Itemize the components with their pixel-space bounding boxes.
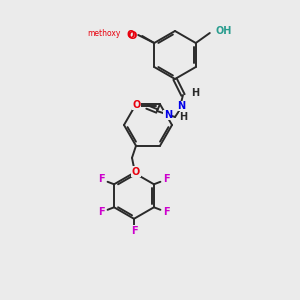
Text: N: N: [177, 101, 185, 111]
Text: H: H: [179, 112, 187, 122]
Text: H: H: [191, 88, 199, 98]
Text: N: N: [164, 110, 172, 120]
Text: F: F: [164, 207, 170, 217]
Text: F: F: [98, 207, 104, 217]
Text: methoxy: methoxy: [87, 29, 120, 38]
Text: F: F: [164, 174, 170, 184]
Text: OH: OH: [216, 26, 232, 36]
Text: O: O: [132, 167, 140, 177]
Text: O: O: [126, 30, 134, 40]
Text: F: F: [131, 226, 137, 236]
Text: O: O: [133, 100, 141, 110]
Text: O: O: [128, 31, 137, 41]
Text: F: F: [98, 174, 104, 184]
